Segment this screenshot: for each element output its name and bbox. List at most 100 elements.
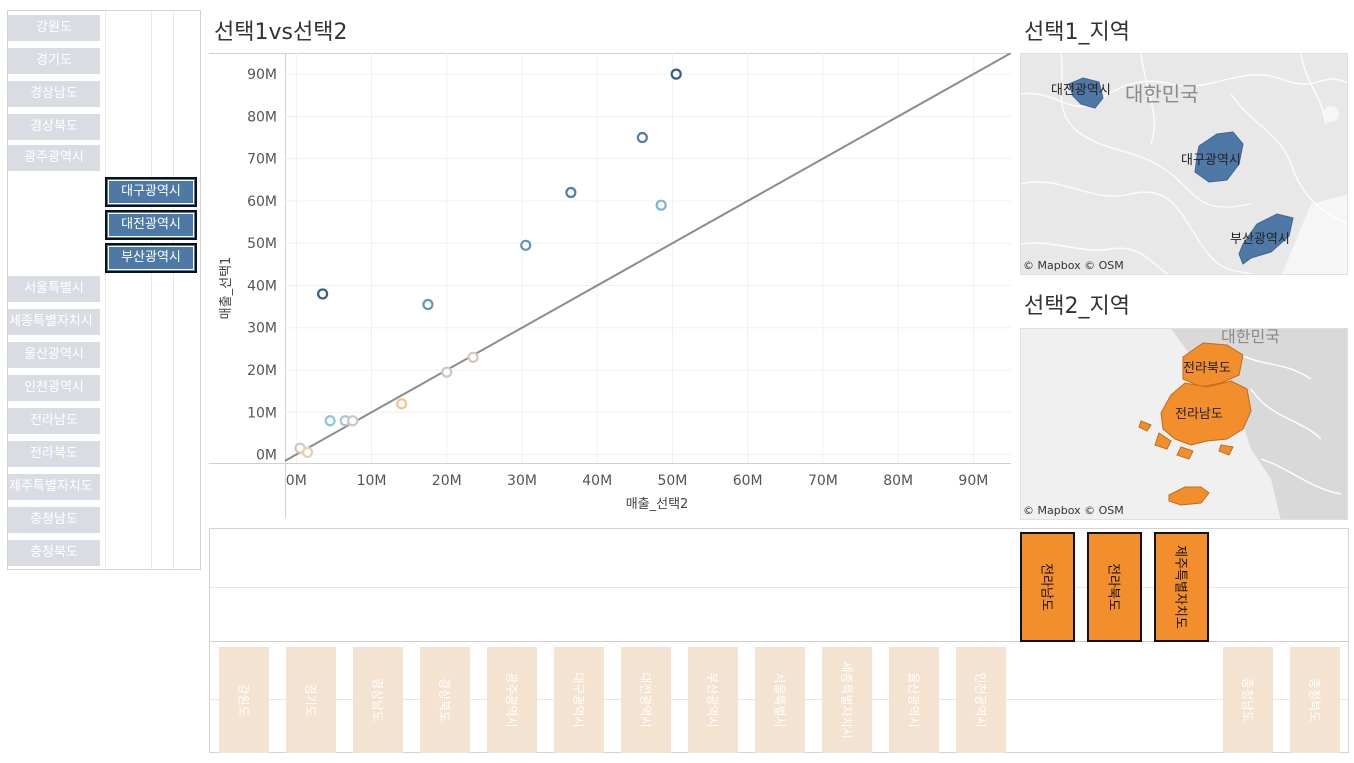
map2-region-label: 전라남도 — [1175, 407, 1223, 422]
region-shape-busan — [1238, 213, 1294, 265]
region2-item-label: 대전광역시 — [638, 672, 653, 728]
x-tick-label: 10M — [357, 473, 387, 489]
region2-item[interactable]: 경상남도 — [353, 647, 403, 753]
region2-item-label: 경기도 — [303, 683, 318, 717]
grid-line — [105, 11, 106, 569]
y-tick-label: 0M — [256, 448, 277, 464]
region1-item[interactable]: 강원도 — [8, 15, 100, 41]
map2-country-label: 대한민국 — [1221, 328, 1280, 346]
region2-selected-item[interactable]: 제주특별자치도 — [1154, 532, 1209, 642]
map1-credit: © Mapbox © OSM — [1023, 259, 1124, 272]
map1-title: 선택1_지역 — [1024, 20, 1130, 45]
region2-item-label: 강원도 — [236, 683, 251, 717]
region2-item-label: 경상남도 — [370, 677, 385, 723]
data-point — [347, 415, 359, 427]
region1-item[interactable]: 인천광역시 — [8, 375, 100, 401]
y-tick-label: 60M — [247, 194, 277, 210]
region2-selected-item[interactable]: 전라남도 — [1020, 532, 1075, 642]
region2-item[interactable]: 충청남도 — [1223, 647, 1273, 753]
region2-item[interactable]: 세종특별자치시 — [822, 647, 872, 753]
region2-item[interactable]: 서울특별시 — [755, 647, 805, 753]
region2-item[interactable]: 광주광역시 — [487, 647, 537, 753]
region-shape-jeonbuk — [1182, 342, 1244, 388]
region1-item[interactable]: 광주광역시 — [8, 145, 100, 171]
grid-line — [151, 11, 152, 569]
data-point — [317, 288, 329, 300]
y-tick-label: 20M — [247, 363, 277, 379]
region1-item[interactable]: 충청남도 — [8, 507, 100, 533]
data-point — [467, 351, 479, 363]
y-tick-label: 40M — [247, 278, 277, 294]
y-axis-label: 매출_선택1 — [219, 257, 234, 320]
region2-item-label: 울산광역시 — [906, 672, 921, 728]
region-shape-daejeon — [1068, 77, 1104, 109]
scatter-svg: 0M 10M 20M 30M 40M 50M 60M 70M 80M 90M 0M 10M 20M 30M… — [209, 53, 1011, 518]
map2-credit: © Mapbox © OSM — [1023, 504, 1124, 517]
data-point — [670, 68, 682, 80]
grid-line — [210, 641, 1348, 642]
region2-item[interactable]: 울산광역시 — [889, 647, 939, 753]
region1-item[interactable]: 경상남도 — [8, 81, 100, 107]
region1-item[interactable]: 전라남도 — [8, 408, 100, 434]
region2-item-label: 광주광역시 — [504, 672, 519, 728]
region1-item[interactable]: 전라북도 — [8, 441, 100, 467]
x-tick-label: 40M — [582, 473, 612, 489]
map2-panel[interactable]: 대한민국 전라북도 전라남도 © Mapbox © OSM — [1020, 328, 1348, 520]
region1-item[interactable]: 경기도 — [8, 48, 100, 74]
grid-line — [210, 587, 1348, 588]
region2-selected-item[interactable]: 전라북도 — [1087, 532, 1142, 642]
region1-item[interactable]: 제주특별자치도 — [8, 474, 100, 500]
region2-item-label: 인천광역시 — [973, 672, 988, 728]
scatter-chart: 0M 10M 20M 30M 40M 50M 60M 70M 80M 90M 0M 10M 20M 30M… — [209, 53, 1011, 518]
region1-item[interactable]: 울산광역시 — [8, 342, 100, 368]
y-tick-label: 50M — [247, 236, 277, 252]
x-tick-label: 80M — [883, 473, 913, 489]
grid-line — [173, 11, 174, 569]
data-point — [422, 298, 434, 311]
reference-line — [284, 53, 1011, 462]
y-tick-label: 90M — [247, 67, 277, 83]
map2-regions — [1138, 342, 1252, 506]
region2-item[interactable]: 인천광역시 — [956, 647, 1006, 753]
region2-item-label: 경상북도 — [437, 677, 452, 723]
region2-item[interactable]: 경기도 — [286, 647, 336, 753]
map1-regions — [1068, 77, 1294, 265]
region2-item[interactable]: 강원도 — [219, 647, 269, 753]
x-tick-label: 0M — [286, 473, 307, 489]
region2-selected-label: 전라남도 — [1038, 563, 1053, 611]
x-tick-label: 20M — [432, 473, 462, 489]
scatter-title: 선택1vs선택2 — [214, 20, 348, 45]
x-tick-label: 50M — [657, 473, 687, 489]
region2-item[interactable]: 충청북도 — [1290, 647, 1340, 753]
y-tick-label: 80M — [247, 109, 277, 125]
region2-item[interactable]: 부산광역시 — [688, 647, 738, 753]
data-point — [301, 446, 314, 459]
region1-item[interactable]: 서울특별시 — [8, 276, 100, 302]
region1-selected-item[interactable]: 대전광역시 — [105, 210, 197, 240]
region1-item[interactable]: 충청북도 — [8, 540, 100, 566]
data-point — [441, 366, 453, 378]
region-shape-jeonnam — [1160, 380, 1252, 446]
data-point — [324, 415, 336, 427]
region2-item-label: 충청남도 — [1240, 677, 1255, 723]
y-tick-label: 30M — [247, 321, 277, 337]
region1-selected-item[interactable]: 대구광역시 — [105, 177, 197, 207]
map1-panel[interactable]: 대한민국 대전광역시 대구광역시 부산광역시 © Mapbox © OSM — [1020, 53, 1348, 275]
y-tick-label: 10M — [247, 405, 277, 421]
region2-item-label: 부산광역시 — [705, 672, 720, 728]
region2-item[interactable]: 경상북도 — [420, 647, 470, 753]
map1-region-label: 대구광역시 — [1181, 153, 1241, 168]
region1-item[interactable]: 세종특별자치시 — [8, 309, 100, 335]
region-shape-jeonnam-islands — [1138, 420, 1234, 460]
region1-filter-panel: 강원도 경기도 경상남도 경상북도 광주광역시 대구광역시 대전광역시 부산광역… — [7, 10, 201, 570]
map1-base — [1021, 54, 1347, 274]
region2-item-label: 충청북도 — [1307, 677, 1322, 723]
data-point — [520, 239, 532, 251]
region2-selected-label: 제주특별자치도 — [1172, 545, 1187, 629]
x-tick-label: 90M — [958, 473, 988, 489]
region1-item[interactable]: 경상북도 — [8, 114, 100, 140]
region1-selected-item[interactable]: 부산광역시 — [105, 243, 197, 273]
region2-item[interactable]: 대구광역시 — [554, 647, 604, 753]
region2-item[interactable]: 대전광역시 — [621, 647, 671, 753]
x-tick-label: 70M — [808, 473, 838, 489]
